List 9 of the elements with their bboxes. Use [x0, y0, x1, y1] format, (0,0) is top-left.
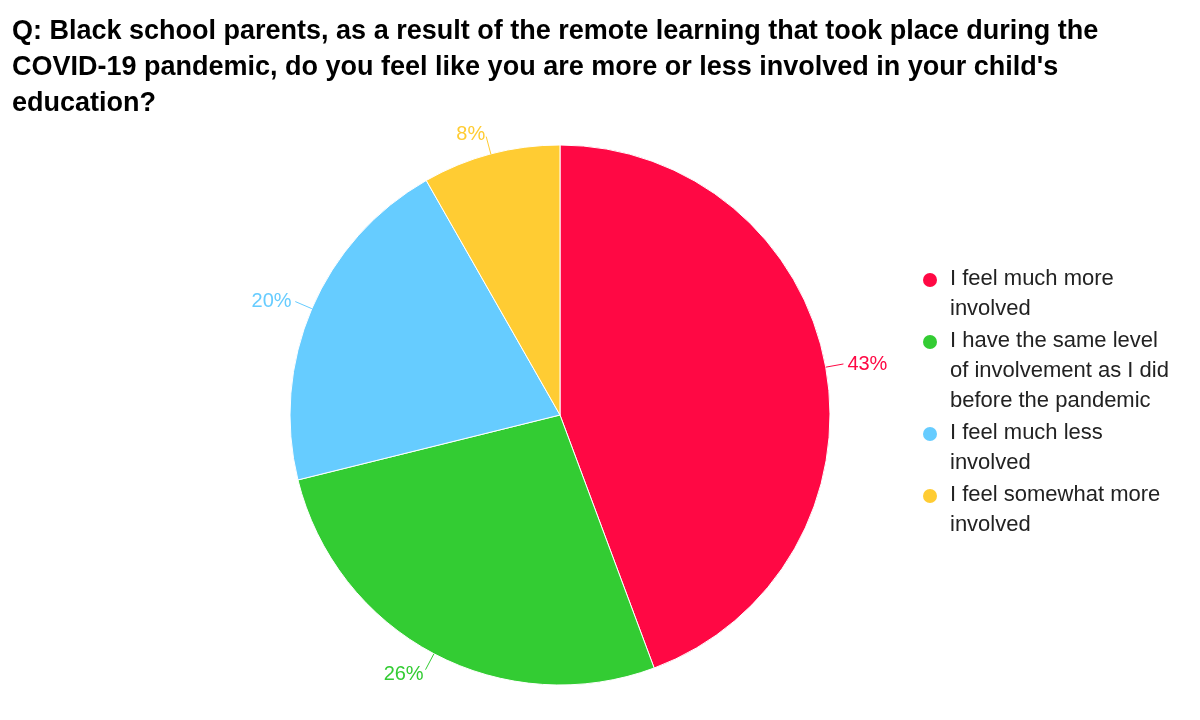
data-label: 8% — [456, 121, 486, 144]
legend-label: I feel somewhat more involved — [950, 480, 1162, 538]
chart-title: Q: Black school parents, as a result of the remote learning that took place during the COVID-19 pandemic, do you feel like you are more or less involved in your child's education? — [11, 14, 1100, 119]
data-label: 43% — [847, 352, 888, 375]
data-label: 20% — [251, 288, 292, 311]
legend-label: I feel much less involved — [950, 418, 1104, 476]
legend-label: I feel much more involved — [950, 264, 1115, 322]
data-label: 26% — [383, 662, 424, 685]
legend-label: I have the same level of involvement as I did before the pandemic — [950, 326, 1170, 414]
